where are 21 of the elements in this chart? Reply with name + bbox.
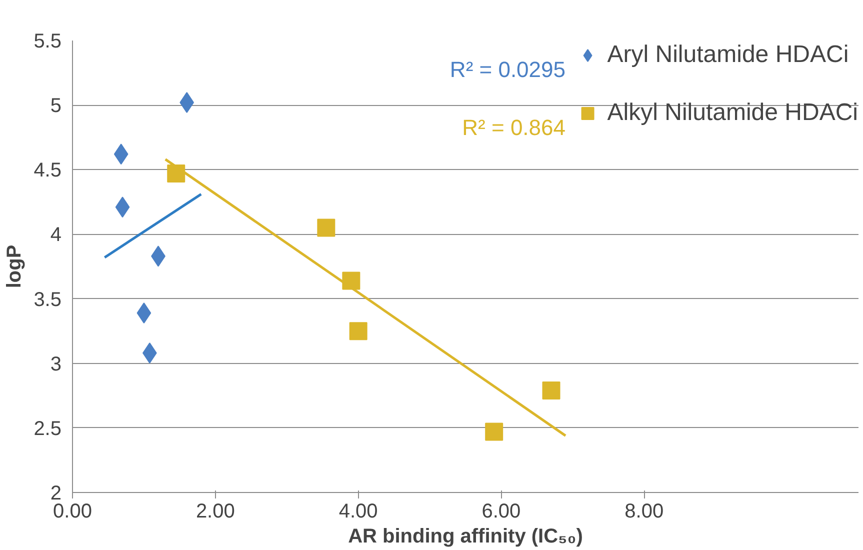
x-tick-label: 6.00	[482, 500, 521, 522]
y-tick-label: 3.5	[34, 288, 62, 311]
y-tick-label: 5	[50, 95, 62, 118]
point	[317, 218, 336, 237]
point	[542, 381, 560, 400]
y-axis-title: logP	[4, 244, 26, 288]
annotation: R² = 0.0295	[450, 57, 566, 82]
y-tick-label: 5.5	[34, 30, 62, 52]
point	[485, 422, 504, 441]
x-tick-label: 2.00	[196, 500, 235, 522]
legend-label: Aryl Nilutamide HDACi	[607, 41, 849, 69]
y-tick-label: 3	[50, 353, 62, 376]
y-tick-label: 4.5	[34, 160, 62, 182]
x-axis-title: AR binding affinity (IC₅₀)	[348, 526, 583, 548]
x-tick-label: 4.00	[338, 500, 378, 522]
annotation: R² = 0.864	[462, 115, 566, 140]
y-tick-label: 4	[50, 224, 62, 246]
y-tick-label: 2.5	[34, 418, 62, 440]
legend-label: Alkyl Nilutamide HDACi	[607, 99, 858, 127]
x-tick-label: 8.00	[624, 500, 664, 522]
point	[349, 322, 368, 340]
